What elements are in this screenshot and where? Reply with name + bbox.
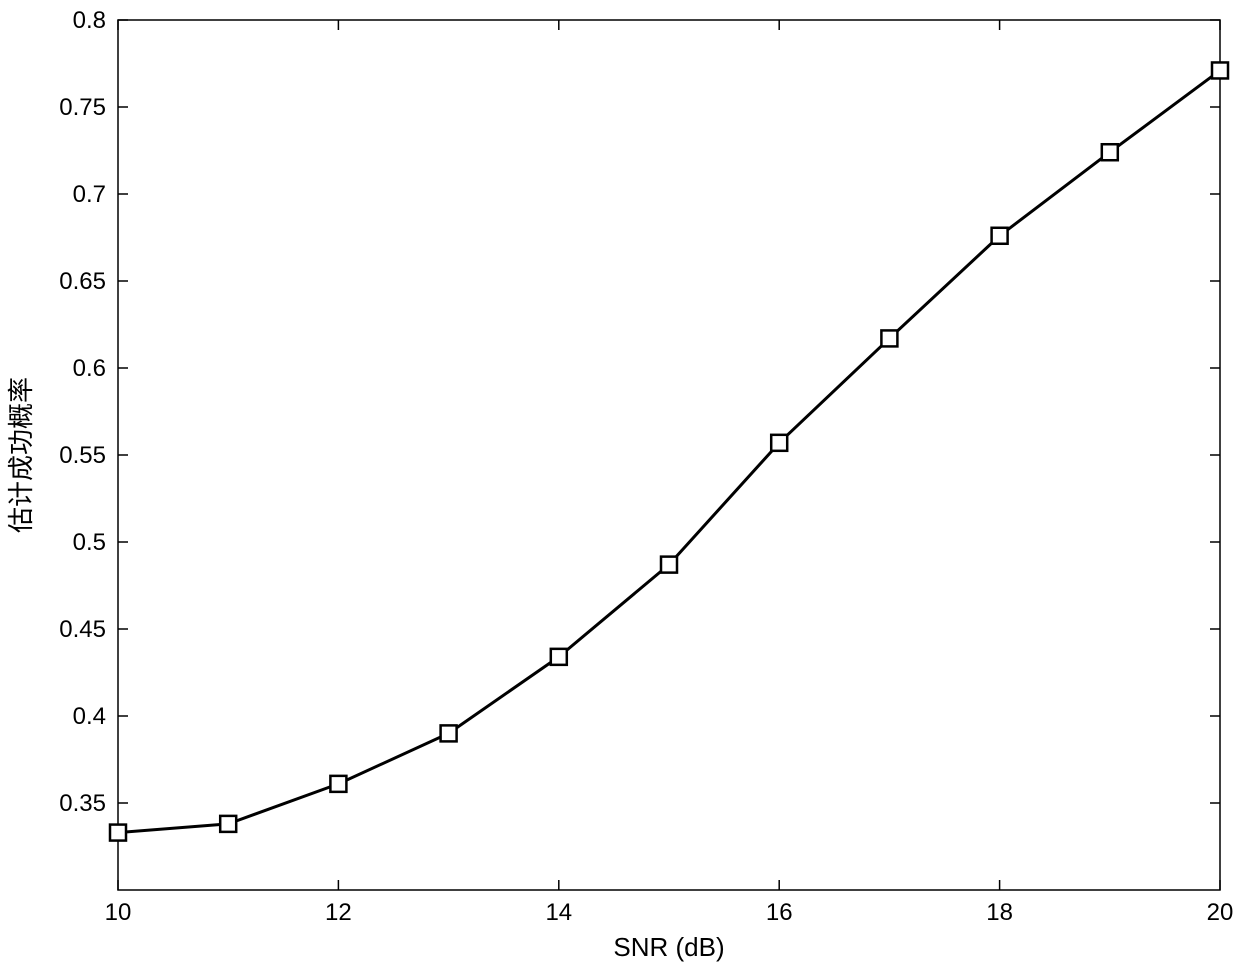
series-marker bbox=[1102, 144, 1118, 160]
x-tick-label: 12 bbox=[325, 899, 352, 926]
series-marker bbox=[441, 725, 457, 741]
y-tick-label: 0.5 bbox=[73, 529, 106, 556]
series-marker bbox=[551, 649, 567, 665]
x-tick-label: 14 bbox=[545, 899, 572, 926]
series-marker bbox=[661, 557, 677, 573]
x-tick-label: 16 bbox=[766, 899, 793, 926]
plot-box bbox=[118, 20, 1220, 890]
series-marker bbox=[220, 816, 236, 832]
series-marker bbox=[771, 435, 787, 451]
y-tick-label: 0.6 bbox=[73, 355, 106, 382]
y-tick-label: 0.65 bbox=[59, 268, 106, 295]
series-line bbox=[118, 70, 1220, 832]
series-marker bbox=[1212, 62, 1228, 78]
y-tick-label: 0.55 bbox=[59, 442, 106, 469]
y-tick-label: 0.8 bbox=[73, 7, 106, 34]
series-marker bbox=[110, 825, 126, 841]
x-tick-label: 10 bbox=[105, 899, 132, 926]
y-tick-label: 0.75 bbox=[59, 94, 106, 121]
line-chart: 10 12 14 16 18 20 0.35 0.4 0.45 0.5 0.55 0.6 0.65 0.7… bbox=[0, 0, 1240, 972]
series-marker bbox=[992, 228, 1008, 244]
y-tick-label: 0.35 bbox=[59, 790, 106, 817]
y-tick-label: 0.7 bbox=[73, 181, 106, 208]
y-tick-label: 0.45 bbox=[59, 616, 106, 643]
x-tick-label: 18 bbox=[986, 899, 1013, 926]
y-axis-label: 估计成功概率 bbox=[6, 377, 36, 533]
y-tick-label: 0.4 bbox=[73, 703, 106, 730]
series-marker bbox=[330, 776, 346, 792]
x-tick-label: 20 bbox=[1207, 899, 1234, 926]
chart-container: 10 12 14 16 18 20 0.35 0.4 0.45 0.5 0.55 0.6 0.65 0.7… bbox=[0, 0, 1240, 972]
series-marker bbox=[881, 330, 897, 346]
x-axis-label: SNR (dB) bbox=[613, 932, 724, 962]
